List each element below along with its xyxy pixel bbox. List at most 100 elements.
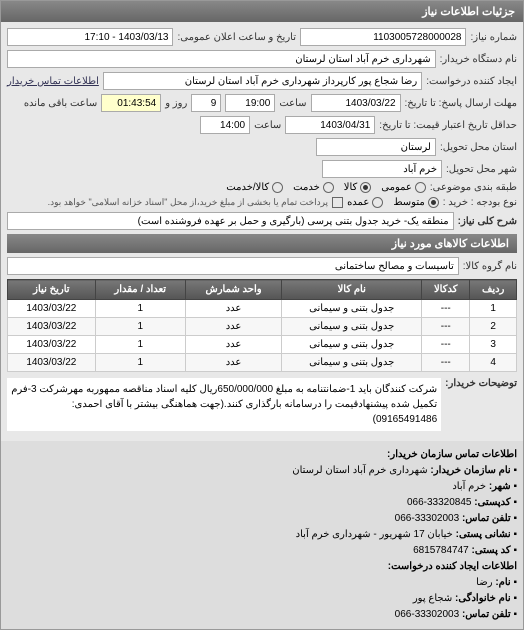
creator-phone: تلفن تماس: 33302003-066 [7,607,517,623]
contact-org: نام سازمان خریدار: شهرداری خرم آباد استا… [7,463,517,479]
radio-icon [428,197,439,208]
table-cell: 2 [470,318,517,336]
budget-kind-radios: متوسط عمده [347,197,439,208]
countdown: 01:43:54 [101,94,161,112]
contact-title: اطلاعات تماس سازمان خریدار: [7,447,517,463]
radio-icon [372,197,383,208]
contact-city: شهر: خرم آباد [7,479,517,495]
panel-title: جزئیات اطلاعات نیاز [1,1,523,22]
table-cell: 1 [95,354,185,372]
credit-date: 1403/04/31 [285,116,375,134]
creator-family: نام خانوادگی: شجاع پور [7,591,517,607]
panel-body: شماره نیاز: 1103005728000028 تاریخ و ساع… [1,22,523,441]
days-label: روز و [165,98,187,109]
description-text: شرکت کنندگان باید 1-ضمانتنامه به مبلغ 65… [7,378,441,431]
radio-icon [360,182,371,193]
table-head: ردیف کدکالا نام کالا واحد شمارش تعداد / … [8,280,517,300]
remaining-label: ساعت باقی مانده [24,98,97,109]
delivery-province-value: لرستان [316,138,436,156]
table-cell: جدول بتنی و سیمانی [282,354,422,372]
radio-icon [272,182,283,193]
col-unit: واحد شمارش [185,280,282,300]
row-budget-class: طبقه بندی موضوعی: عمومی کالا خدمت کالا/خ… [7,182,517,193]
table-cell: 1403/03/22 [8,354,96,372]
table-cell: جدول بتنی و سیمانی [282,300,422,318]
table-cell: 4 [470,354,517,372]
table-cell: عدد [185,354,282,372]
table-cell: 3 [470,336,517,354]
row-requester: ایجاد کننده درخواست: رضا شجاع پور کارپرد… [7,72,517,90]
items-table: ردیف کدکالا نام کالا واحد شمارش تعداد / … [7,279,517,372]
number-label: شماره نیاز: [470,32,517,43]
table-cell: 1 [95,336,185,354]
row-budget-kind: نوع بودجه : خرید : متوسط عمده پرداخت تما… [7,197,517,208]
credit-label: حداقل تاریخ اعتبار قیمت: تا تاریخ: [379,120,517,131]
response-date: 1403/03/22 [311,94,401,112]
row-overall-desc: شرح کلی نیاز: منطقه یک- خرید جدول بتنی پ… [7,212,517,230]
creator-name: نام: رضا [7,575,517,591]
treasury-checkbox[interactable] [332,197,343,208]
group-label: نام گروه کالا: [463,261,517,272]
datetime-label: تاریخ و ساعت اعلان عمومی: [177,32,296,43]
contact-postal: کدپستی: 33320845-066 [7,495,517,511]
contact-postcode: کد پستی: 6815784747 [7,543,517,559]
response-until-label: مهلت ارسال پاسخ: تا تاریخ: [405,98,517,109]
col-row: ردیف [470,280,517,300]
table-cell: جدول بتنی و سیمانی [282,336,422,354]
requester-value: رضا شجاع پور کارپرداز شهرداری خرم آباد ا… [103,72,422,90]
row-delivery-province: استان محل تحویل: لرستان [7,138,517,156]
row-response-deadline: مهلت ارسال پاسخ: تا تاریخ: 1403/03/22 سا… [7,94,517,112]
col-name: نام کالا [282,280,422,300]
buyer-value: شهرداری خرم آباد استان لرستان [7,50,436,68]
items-section-title: اطلاعات کالاهای مورد نیاز [7,234,517,253]
radio-medium[interactable]: متوسط [393,197,438,208]
row-buyer: نام دستگاه خریدار: شهرداری خرم آباد استا… [7,50,517,68]
main-panel: جزئیات اطلاعات نیاز شماره نیاز: 11030057… [0,0,524,630]
delivery-province-label: استان محل تحویل: [440,142,517,153]
contact-section: اطلاعات تماس سازمان خریدار: نام سازمان خ… [1,441,523,629]
row-number: شماره نیاز: 1103005728000028 تاریخ و ساع… [7,28,517,46]
table-cell: جدول بتنی و سیمانی [282,318,422,336]
table-row: 3---جدول بتنی و سیمانیعدد11403/03/22 [8,336,517,354]
response-time: 19:00 [225,94,275,112]
table-cell: 1403/03/22 [8,300,96,318]
table-cell: عدد [185,336,282,354]
overall-value: منطقه یک- خرید جدول بتنی پرسی (بارگیری و… [7,212,454,230]
table-cell: 1403/03/22 [8,336,96,354]
row-delivery-city: شهر محل تحویل: خرم آباد [7,160,517,178]
table-cell: 1 [95,318,185,336]
row-credit-deadline: حداقل تاریخ اعتبار قیمت: تا تاریخ: 1403/… [7,116,517,134]
credit-time: 14:00 [200,116,250,134]
buyer-label: نام دستگاه خریدار: [440,54,517,65]
treasury-note: پرداخت تمام یا بخشی از مبلغ خرید،از محل … [48,197,328,208]
delivery-city-label: شهر محل تحویل: [446,164,517,175]
contact-phone: تلفن تماس: 33302003-066 [7,511,517,527]
budget-class-radios: عمومی کالا خدمت کالا/خدمت [226,182,426,193]
table-cell: عدد [185,318,282,336]
table-cell: عدد [185,300,282,318]
delivery-city-value: خرم آباد [322,160,442,178]
row-description: توضیحات خریدار: شرکت کنندگان باید 1-ضمان… [7,378,517,431]
overall-label: شرح کلی نیاز: [458,216,517,227]
time-label-1: ساعت [279,98,306,109]
contact-link[interactable]: اطلاعات تماس خریدار [7,76,99,87]
radio-goods[interactable]: کالا [344,182,372,193]
table-cell: --- [422,336,470,354]
col-qty: تعداد / مقدار [95,280,185,300]
table-row: 4---جدول بتنی و سیمانیعدد11403/03/22 [8,354,517,372]
radio-major[interactable]: عمده [347,197,383,208]
table-cell: --- [422,300,470,318]
days-value: 9 [191,94,221,112]
table-cell: --- [422,354,470,372]
requester-label: ایجاد کننده درخواست: [426,76,517,87]
number-value: 1103005728000028 [300,28,467,46]
table-cell: 1 [95,300,185,318]
radio-service[interactable]: خدمت [293,182,334,193]
row-group: نام گروه کالا: تاسیسات و مصالح ساختمانی [7,257,517,275]
time-label-2: ساعت [254,120,281,131]
table-cell: 1 [470,300,517,318]
group-value: تاسیسات و مصالح ساختمانی [7,257,459,275]
radio-icon [323,182,334,193]
radio-general[interactable]: عمومی [381,182,426,193]
radio-goods-service[interactable]: کالا/خدمت [226,182,283,193]
